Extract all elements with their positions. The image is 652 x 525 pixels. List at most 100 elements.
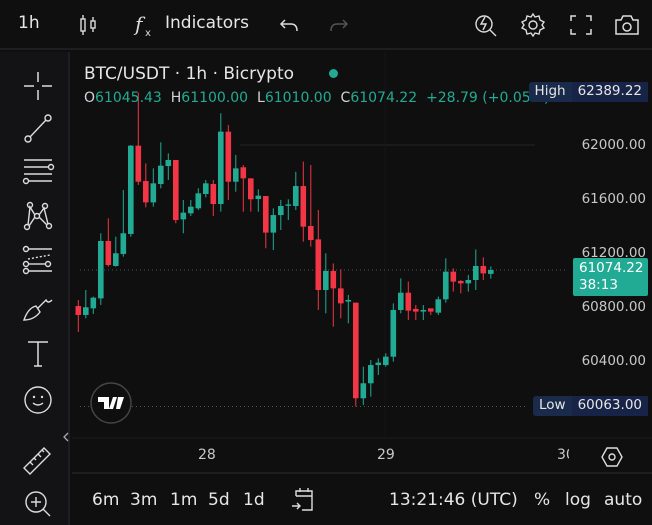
gear-icon[interactable] <box>520 12 546 38</box>
candle <box>150 168 157 207</box>
candle-body <box>143 181 149 203</box>
tradingview-logo[interactable] <box>89 381 133 425</box>
candle-body <box>443 271 449 300</box>
range-1m[interactable]: 1m <box>170 490 198 510</box>
candle <box>323 253 329 314</box>
range-3m[interactable]: 3m <box>130 490 158 510</box>
candle-body <box>195 193 202 209</box>
open-label: O <box>84 90 96 106</box>
candle <box>458 280 464 294</box>
candle <box>128 145 134 237</box>
candle <box>375 358 382 376</box>
redo-icon[interactable] <box>325 12 351 38</box>
candle <box>98 233 104 305</box>
brush-icon[interactable] <box>20 290 56 326</box>
candle-body <box>473 265 479 280</box>
candle <box>113 236 119 267</box>
candle-body <box>180 212 187 220</box>
candle <box>473 249 479 290</box>
zoom-in-icon[interactable] <box>20 486 56 522</box>
candle-body <box>360 383 367 399</box>
quick-search-icon[interactable] <box>473 12 499 38</box>
candle <box>330 263 337 327</box>
candle <box>180 199 187 234</box>
candle-body <box>300 186 307 227</box>
high-value: 61100.00 <box>181 90 249 106</box>
horizontal-lines-icon[interactable] <box>20 154 56 190</box>
candle <box>390 303 397 362</box>
candle-body <box>368 365 374 384</box>
go-to-date-icon[interactable] <box>290 486 316 512</box>
candle <box>413 304 419 320</box>
candle <box>398 278 404 314</box>
price-tick: 61600.00 <box>581 191 646 207</box>
candle-body <box>435 299 442 313</box>
high-tag-value: 62389.22 <box>571 82 648 102</box>
candle <box>465 275 472 292</box>
fullscreen-icon[interactable] <box>568 12 594 38</box>
candle <box>488 266 494 279</box>
time-tick: 28 <box>198 447 216 463</box>
candle <box>225 125 232 200</box>
candle <box>435 296 442 315</box>
symbol-title[interactable]: BTC/USDT · 1h · Bicrypto <box>84 64 295 84</box>
ohlc-legend: O61045.43 H61100.00 L61010.00 C61074.22 … <box>84 90 549 106</box>
candle-body <box>375 362 382 366</box>
candle <box>143 163 149 208</box>
low-value: 61010.00 <box>264 90 332 106</box>
current-price: 61074.22 <box>579 260 644 276</box>
camera-icon[interactable] <box>614 12 640 38</box>
range-5d[interactable]: 5d <box>208 490 230 510</box>
candle <box>203 179 209 198</box>
svg-text:x: x <box>145 28 151 38</box>
axis-settings-icon[interactable] <box>600 445 624 469</box>
candle <box>338 269 344 319</box>
candle-body <box>338 288 344 304</box>
candle-body <box>345 299 352 302</box>
indicators-button[interactable]: Indicators <box>165 13 249 33</box>
market-status-dot <box>329 69 338 78</box>
auto-toggle[interactable]: auto <box>604 490 643 510</box>
candles-icon[interactable] <box>75 12 101 38</box>
candle <box>188 199 194 217</box>
interval-button[interactable]: 1h <box>18 13 40 33</box>
candle-body <box>398 292 404 310</box>
candle-body <box>465 280 472 284</box>
candle <box>158 142 164 189</box>
ruler-icon[interactable] <box>20 442 56 478</box>
candle <box>360 366 367 406</box>
candle-body <box>150 183 157 203</box>
candle-body <box>330 270 337 289</box>
crosshair-icon[interactable] <box>20 68 56 104</box>
candle <box>383 353 389 367</box>
candle-body <box>98 240 104 299</box>
candle-body <box>405 292 412 311</box>
log-toggle[interactable]: log <box>565 490 591 510</box>
range-1d[interactable]: 1d <box>243 490 265 510</box>
percent-toggle[interactable]: % <box>534 490 551 510</box>
trend-line-icon[interactable] <box>20 110 56 146</box>
candle-body <box>120 233 127 254</box>
candle-body <box>90 297 97 309</box>
candle <box>285 199 292 221</box>
undo-icon[interactable] <box>277 12 303 38</box>
candle-body <box>263 196 269 233</box>
emoji-icon[interactable] <box>20 382 56 418</box>
drawing-toolbar <box>0 52 70 525</box>
text-icon[interactable] <box>20 336 56 372</box>
candle <box>233 154 239 192</box>
clock[interactable]: 13:21:46 (UTC) <box>389 490 518 510</box>
candle <box>83 289 89 319</box>
candle-body <box>458 280 464 284</box>
candle-body <box>75 306 82 315</box>
candle-body <box>285 204 292 206</box>
collapse-sidebar-icon[interactable] <box>62 430 70 444</box>
range-6m[interactable]: 6m <box>92 490 120 510</box>
candle <box>75 299 82 332</box>
fib-icon[interactable] <box>20 244 56 280</box>
candle <box>300 161 307 242</box>
pattern-icon[interactable] <box>20 198 56 234</box>
